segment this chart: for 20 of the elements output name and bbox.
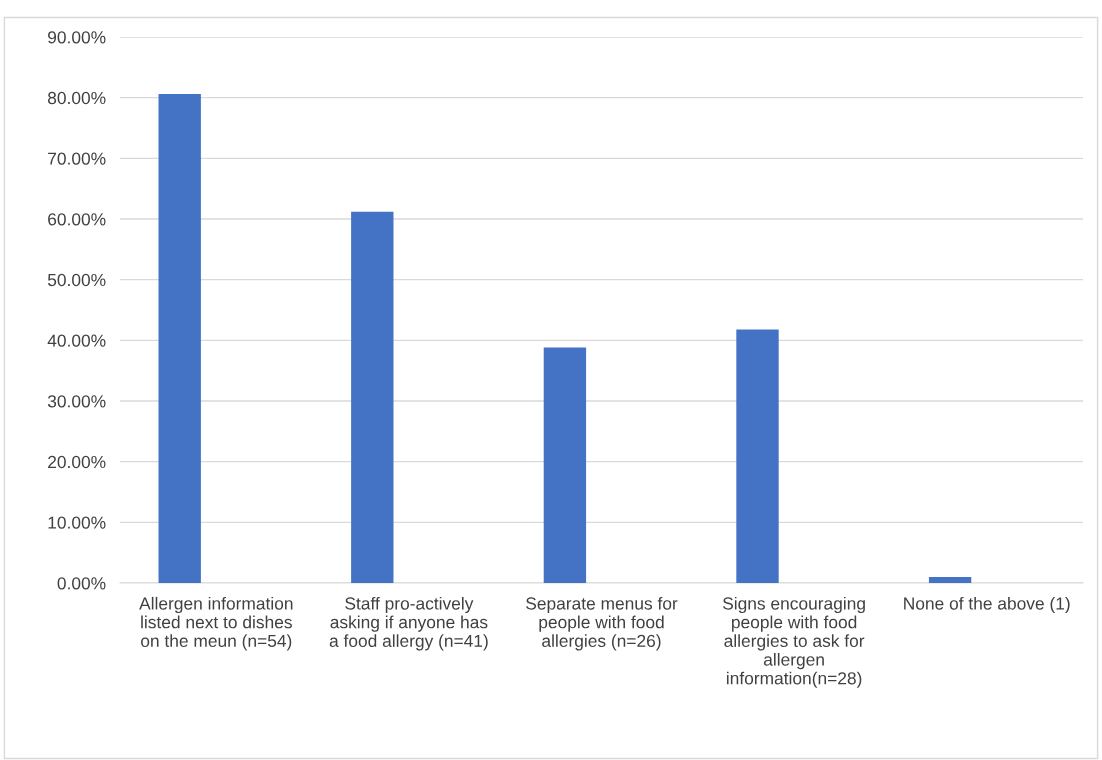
y-tick-label: 30.00% xyxy=(47,395,106,408)
bar xyxy=(928,576,972,583)
x-tick-label: None of the above (1) xyxy=(904,596,1070,614)
y-tick-label: 80.00% xyxy=(47,91,106,105)
bar xyxy=(543,347,587,583)
x-tick-label: Staff pro-actively asking if anyone has a food allergy (n=41) xyxy=(329,596,488,651)
bar xyxy=(158,94,201,583)
y-tick-label: 0.00% xyxy=(57,577,106,590)
y-tick-label: 40.00% xyxy=(47,334,106,347)
x-tick-label: Separate menus for people with food allergies (n=26) xyxy=(526,596,678,651)
y-tick-label: 70.00% xyxy=(48,152,106,165)
x-tick-label: Signs encouraging people with food allergies to ask for allergen information(n=28) xyxy=(722,596,865,688)
y-tick-label: 60.00% xyxy=(48,213,106,226)
bar xyxy=(736,329,779,583)
y-tick-label: 50.00% xyxy=(47,273,106,287)
x-tick-label: Allergen information listed next to dishes on the meun (n=54) xyxy=(139,596,293,651)
y-tick-label: 20.00% xyxy=(48,455,106,469)
y-tick-label: 90.00% xyxy=(48,31,106,44)
bar xyxy=(351,211,394,583)
y-tick-label: 10.00% xyxy=(48,516,106,529)
